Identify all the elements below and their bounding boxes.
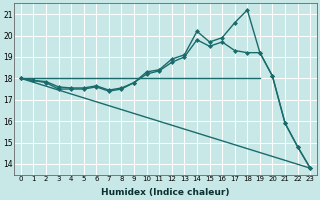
- X-axis label: Humidex (Indice chaleur): Humidex (Indice chaleur): [101, 188, 230, 197]
